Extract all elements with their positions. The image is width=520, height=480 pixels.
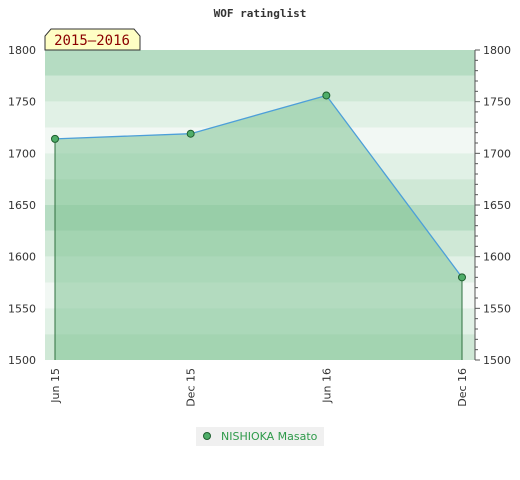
y-tick-label-right: 1750 (483, 96, 511, 109)
data-point (458, 273, 466, 282)
y-axis-left: 1500 1550 1600 1650 1700 1750 1800 (8, 44, 36, 367)
legend-label: NISHIOKA Masato (221, 430, 318, 443)
y-tick-label-right: 1550 (483, 302, 511, 315)
x-tick-label: Jun 16 (320, 368, 333, 404)
y-tick-label-left: 1600 (8, 251, 36, 264)
series-markers (51, 91, 466, 282)
y-tick-label-left: 1750 (8, 96, 36, 109)
series-area-fill (55, 95, 462, 360)
period-badge-shape (44, 28, 141, 51)
legend-box (196, 427, 324, 446)
y-tick-label-left: 1700 (8, 147, 36, 160)
y-tick-label-left: 1650 (8, 199, 36, 212)
plot-band (45, 75, 475, 102)
y-tick-label-right: 1700 (483, 147, 511, 160)
period-badge: 2015–2016 (44, 28, 141, 51)
y-axis-right: 1500 1550 1600 1650 1700 1750 1800 (474, 44, 511, 367)
plot-band (45, 50, 475, 76)
y-tick-label-right: 1600 (483, 251, 511, 264)
chart-title: WOF ratinglist (214, 7, 307, 20)
period-label: 2015–2016 (54, 33, 130, 49)
y-tick-label-left: 1550 (8, 302, 36, 315)
x-axis: Jun 15 Dec 15 Jun 16 Dec 16 (49, 368, 469, 407)
data-point (51, 134, 59, 143)
y-tick-label-right: 1800 (483, 44, 511, 57)
y-tick-label-right: 1500 (483, 354, 511, 367)
legend-marker-icon (203, 432, 211, 440)
x-tick-label: Dec 15 (185, 368, 198, 407)
series-line (54, 94, 463, 278)
x-tick-label: Jun 15 (49, 368, 62, 404)
data-point (322, 91, 331, 100)
drop-lines (54, 138, 463, 360)
data-point (186, 129, 195, 138)
legend: NISHIOKA Masato (196, 427, 324, 446)
y-tick-label-left: 1800 (8, 44, 36, 57)
x-tick-label: Dec 16 (456, 368, 469, 407)
y-tick-label-left: 1500 (8, 354, 36, 367)
y-tick-label-right: 1650 (483, 199, 511, 212)
